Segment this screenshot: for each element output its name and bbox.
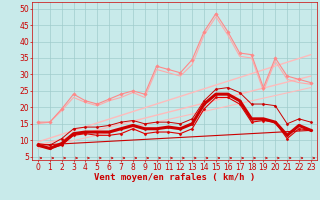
X-axis label: Vent moyen/en rafales ( km/h ): Vent moyen/en rafales ( km/h ) (94, 173, 255, 182)
